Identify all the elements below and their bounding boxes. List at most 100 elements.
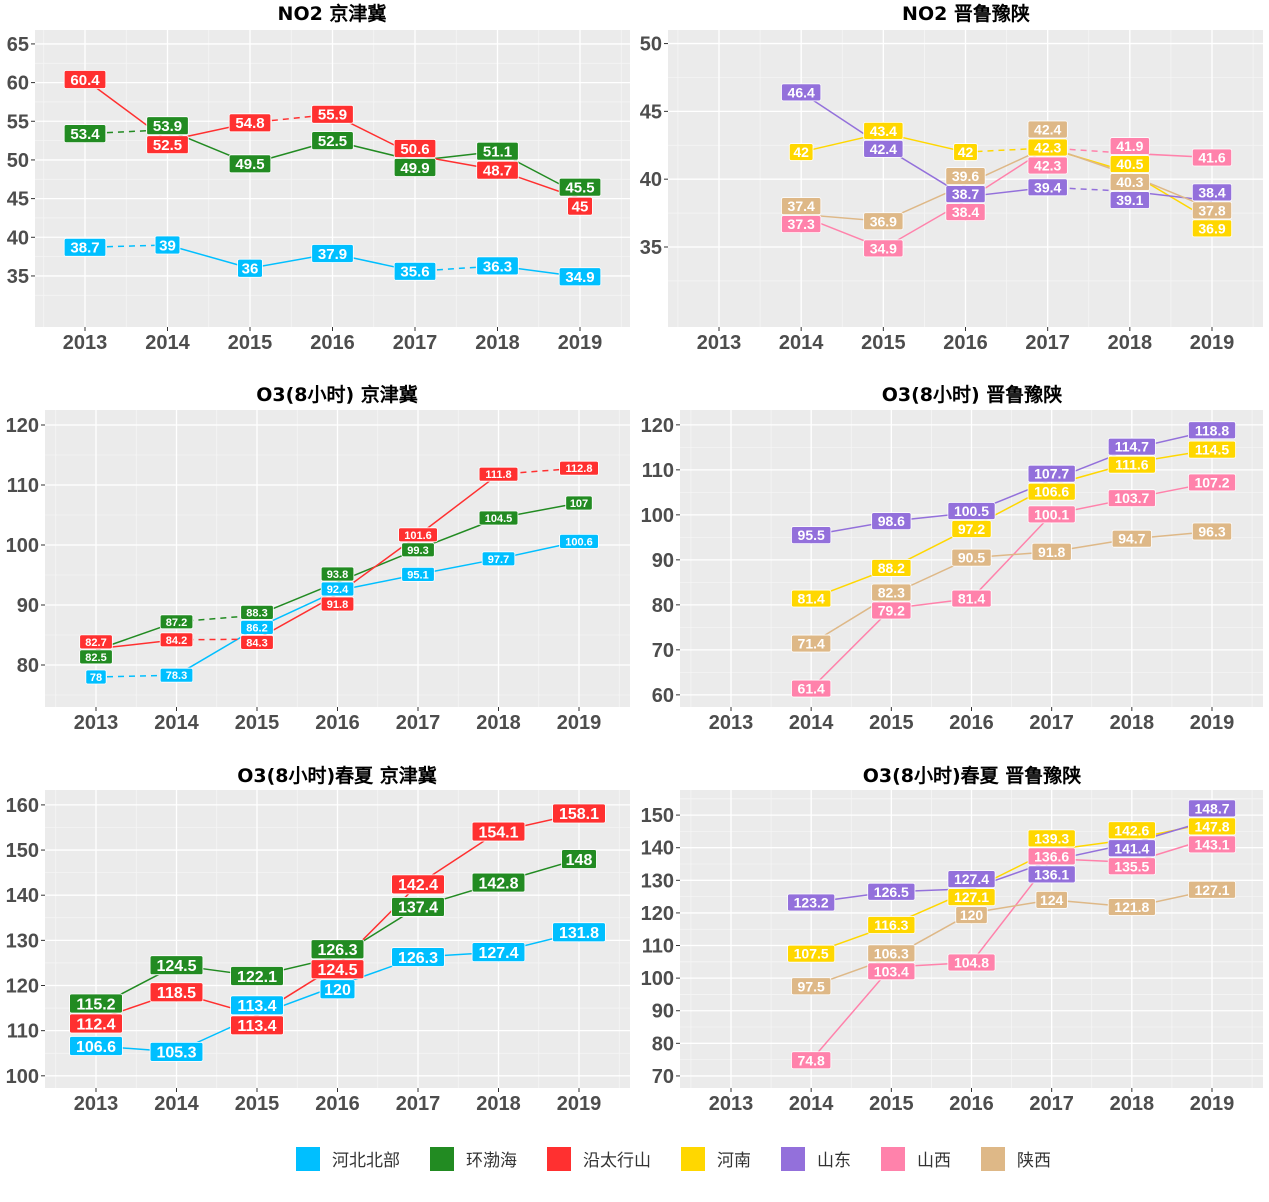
data-label-box — [871, 512, 912, 531]
data-label-text: 39.6 — [952, 168, 979, 184]
y-tick-label: 150 — [641, 805, 674, 827]
data-label: 81.4 — [791, 589, 832, 608]
data-label: 136.1 — [1027, 865, 1076, 884]
data-label: 37.9 — [311, 244, 354, 263]
data-label-box — [1027, 865, 1076, 884]
data-label: 42 — [788, 143, 814, 161]
data-label-box — [1107, 437, 1156, 456]
data-label: 49.9 — [393, 158, 437, 177]
data-label-box — [945, 203, 986, 221]
data-label-box — [391, 874, 445, 895]
data-label-text: 143.1 — [1194, 836, 1229, 852]
data-label: 52.5 — [146, 135, 189, 155]
data-label-box — [398, 527, 438, 543]
data-label-text: 116.3 — [874, 917, 908, 933]
data-label-box — [471, 942, 526, 962]
data-label-box — [393, 139, 437, 158]
data-label-box — [955, 906, 988, 925]
data-label-box — [1188, 817, 1237, 836]
data-label-text: 120 — [960, 907, 984, 923]
data-label: 107.7 — [1027, 464, 1076, 483]
data-label-text: 42.4 — [870, 141, 897, 157]
y-tick-label: 50 — [7, 150, 29, 172]
legend-swatch — [681, 1147, 705, 1171]
data-label-text: 127.1 — [954, 889, 989, 905]
data-label: 112.4 — [69, 1013, 123, 1034]
data-label-box — [561, 849, 597, 869]
data-label: 137.4 — [391, 897, 445, 917]
chart-panel: 2013 2014 2015 2016 2017 2018 2019 80 90 100 110 12… — [6, 383, 630, 734]
legend-item: 环渤海 — [430, 1147, 517, 1171]
y-tick-label: 70 — [652, 1066, 674, 1088]
y-tick-label: 60 — [7, 73, 29, 95]
legend-label: 河北北部 — [332, 1151, 400, 1171]
data-label: 74.8 — [791, 1051, 832, 1070]
data-label-text: 124.5 — [317, 962, 357, 979]
x-tick-label: 2018 — [1108, 332, 1153, 354]
data-label-box — [867, 882, 916, 901]
data-label-text: 39.4 — [1034, 179, 1061, 195]
data-label-text: 79.2 — [878, 603, 905, 619]
x-tick-label: 2018 — [476, 712, 521, 734]
y-tick-label: 110 — [642, 460, 674, 482]
chart-panel: 2013 2014 2015 2016 2017 2018 2019 100 110 120 130… — [6, 764, 630, 1115]
data-label-text: 107.5 — [794, 946, 829, 962]
data-label-text: 38.7 — [952, 186, 979, 202]
data-label-text: 38.7 — [70, 240, 99, 257]
data-label-box — [1107, 455, 1156, 474]
data-label: 48.7 — [476, 160, 519, 180]
data-label: 100.6 — [559, 534, 599, 549]
data-label: 100.5 — [947, 502, 996, 520]
data-label-text: 45.5 — [565, 180, 594, 197]
data-label-text: 100.1 — [1034, 506, 1069, 522]
data-label-box — [319, 979, 356, 1000]
data-label-box — [79, 634, 113, 650]
y-tick-label: 120 — [641, 903, 674, 925]
data-label-box — [149, 982, 204, 1003]
data-label-box — [559, 460, 599, 476]
data-label-box — [947, 870, 996, 889]
data-label-text: 92.4 — [327, 584, 349, 596]
legend-item: 山西 — [881, 1147, 951, 1171]
data-label-box — [953, 143, 978, 161]
data-label: 42.4 — [863, 139, 904, 158]
data-label-text: 86.2 — [246, 622, 267, 634]
data-label-box — [867, 962, 916, 981]
x-tick-label: 2018 — [476, 1093, 521, 1115]
data-label-box — [781, 197, 822, 216]
data-label-box — [320, 596, 355, 612]
data-label: 111.8 — [478, 466, 519, 482]
data-label-box — [1031, 542, 1072, 561]
data-label-text: 36 — [242, 261, 259, 278]
data-label-box — [947, 888, 996, 907]
y-tick-label: 35 — [7, 266, 29, 288]
data-label-box — [781, 83, 822, 102]
chart-title: O3(8小时)春夏 晋鲁豫陕 — [863, 764, 1082, 787]
data-label: 120 — [319, 979, 356, 1000]
y-tick-label: 80 — [17, 655, 39, 677]
data-label: 37.3 — [781, 215, 822, 234]
data-label-box — [310, 939, 365, 960]
x-tick-label: 2016 — [949, 712, 994, 734]
x-tick-label: 2019 — [1190, 712, 1235, 734]
legend-item: 河南 — [681, 1147, 751, 1171]
data-label-text: 135.5 — [1114, 858, 1149, 874]
data-label-text: 36.9 — [870, 213, 897, 229]
chart-title: NO2 晋鲁豫陕 — [902, 2, 1030, 25]
data-label-text: 112.4 — [76, 1016, 115, 1033]
x-tick-label: 2019 — [557, 1093, 602, 1115]
y-tick-label: 45 — [7, 189, 29, 211]
data-label-box — [1191, 522, 1233, 541]
data-label: 55.9 — [311, 104, 354, 124]
x-tick-label: 2015 — [861, 332, 906, 354]
data-label-box — [787, 944, 836, 963]
data-label-box — [947, 953, 996, 972]
data-label: 124.5 — [149, 955, 204, 976]
legend-label: 陕西 — [1017, 1151, 1051, 1171]
x-tick-label: 2019 — [1190, 1093, 1235, 1115]
data-label: 107.5 — [787, 944, 836, 963]
y-tick-label: 120 — [6, 976, 39, 998]
y-tick-label: 120 — [641, 415, 674, 437]
series-line-segment — [970, 513, 1053, 600]
data-label: 122.1 — [230, 966, 284, 986]
